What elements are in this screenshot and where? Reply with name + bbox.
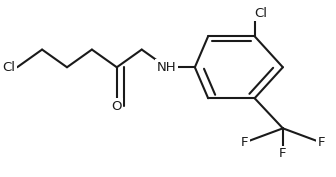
Text: F: F: [317, 136, 325, 149]
Text: Cl: Cl: [2, 61, 15, 74]
Text: O: O: [112, 100, 122, 113]
Text: F: F: [241, 136, 248, 149]
Text: F: F: [279, 147, 287, 161]
Text: NH: NH: [157, 61, 176, 74]
Text: Cl: Cl: [254, 7, 267, 20]
